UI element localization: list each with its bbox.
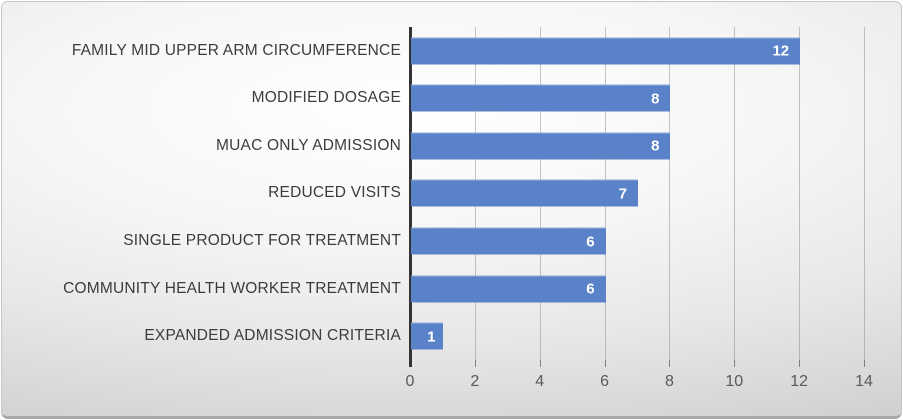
category-label: MODIFIED DOSAGE xyxy=(251,89,401,107)
axis-tick-mark xyxy=(604,360,606,367)
bar-row: REDUCED VISITS 7 xyxy=(2,170,901,218)
gridline xyxy=(669,27,671,360)
category-axis-line xyxy=(409,27,412,367)
bar-row: FAMILY MID UPPER ARM CIRCUMFERENCE 12 xyxy=(2,27,901,75)
bar: 1 xyxy=(411,322,444,350)
axis-tick-mark xyxy=(669,360,671,367)
bar: 8 xyxy=(411,84,671,112)
bar-row: EXPANDED ADMISSION CRITERIA 1 xyxy=(2,312,901,360)
category-label: REDUCED VISITS xyxy=(268,184,401,202)
x-tick-label: 12 xyxy=(790,373,809,390)
bar-row: SINGLE PRODUCT FOR TREATMENT 6 xyxy=(2,217,901,265)
bar-row: COMMUNITY HEALTH WORKER TREATMENT 6 xyxy=(2,265,901,313)
category-label: MUAC ONLY ADMISSION xyxy=(216,136,401,154)
bar: 6 xyxy=(411,227,606,255)
value-label: 12 xyxy=(772,42,790,60)
x-tick-label: 8 xyxy=(664,373,674,390)
value-label: 8 xyxy=(651,90,660,108)
axis-tick-mark xyxy=(474,360,476,367)
x-tick-label: 2 xyxy=(470,373,480,390)
category-label: EXPANDED ADMISSION CRITERIA xyxy=(144,327,401,345)
axis-tick-mark xyxy=(799,360,801,367)
bar: 7 xyxy=(411,179,638,207)
value-label: 6 xyxy=(586,280,595,298)
value-label: 8 xyxy=(651,137,660,155)
value-label: 1 xyxy=(427,328,436,346)
bar: 6 xyxy=(411,275,606,303)
x-tick-label: 0 xyxy=(405,373,415,390)
x-tick-label: 10 xyxy=(725,373,744,390)
x-tick-label: 14 xyxy=(855,373,873,390)
bar-row: MUAC ONLY ADMISSION 8 xyxy=(2,122,901,170)
category-label: SINGLE PRODUCT FOR TREATMENT xyxy=(123,232,401,250)
axis-tick-mark xyxy=(864,360,865,367)
x-tick-label: 6 xyxy=(600,373,610,390)
category-label: FAMILY MID UPPER ARM CIRCUMFERENCE xyxy=(71,41,401,59)
bar: 12 xyxy=(411,37,801,65)
gridline xyxy=(799,27,801,360)
bar: 8 xyxy=(411,132,671,160)
axis-tick-mark xyxy=(539,360,541,367)
value-label: 7 xyxy=(618,185,627,203)
value-label: 6 xyxy=(586,233,595,251)
gridline xyxy=(864,27,865,360)
category-label: COMMUNITY HEALTH WORKER TREATMENT xyxy=(63,279,401,297)
axis-tick-mark xyxy=(734,360,736,367)
gridline xyxy=(734,27,736,360)
x-tick-label: 4 xyxy=(535,373,545,390)
bar-row: MODIFIED DOSAGE 8 xyxy=(2,75,901,123)
